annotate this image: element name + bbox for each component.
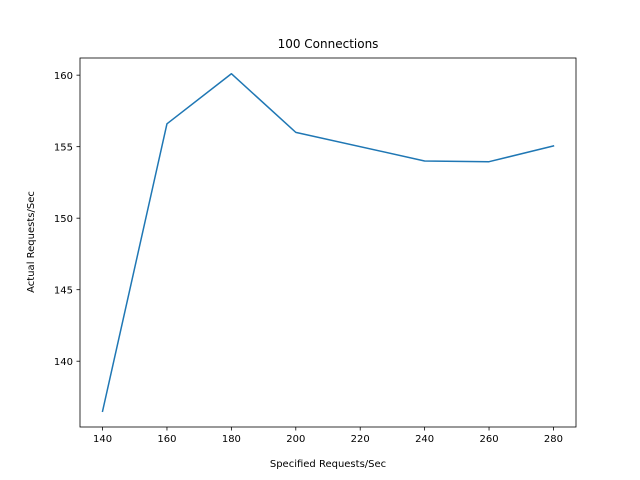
x-tick-label: 240 xyxy=(415,434,434,445)
chart-title: 100 Connections xyxy=(278,37,379,51)
x-tick-label: 200 xyxy=(286,434,305,445)
series-line-0 xyxy=(101,72,555,413)
y-tick-label: 150 xyxy=(54,214,73,225)
y-axis-label: Actual Requests/Sec xyxy=(26,191,37,293)
x-tick-label: 180 xyxy=(222,434,241,445)
series-layer xyxy=(101,72,555,413)
plot-area: 140 160 180 200 220 240 260 280 140 145 150 155 160 xyxy=(54,57,577,445)
axes-layer: 140 160 180 200 220 240 260 280 140 145 150 155 160 xyxy=(54,57,577,445)
x-tick-label: 220 xyxy=(351,434,370,445)
axes-frame xyxy=(79,57,577,428)
y-tick-label: 160 xyxy=(54,71,73,82)
y-tick-label: 155 xyxy=(54,142,73,153)
x-tick-label: 140 xyxy=(93,434,112,445)
x-axis-label: Specified Requests/Sec xyxy=(270,459,386,470)
y-tick-label: 140 xyxy=(54,357,73,368)
y-tick-label: 145 xyxy=(54,285,73,296)
x-tick-label: 160 xyxy=(157,434,176,445)
x-tick-label: 260 xyxy=(479,434,498,445)
x-tick-label: 280 xyxy=(544,434,563,445)
